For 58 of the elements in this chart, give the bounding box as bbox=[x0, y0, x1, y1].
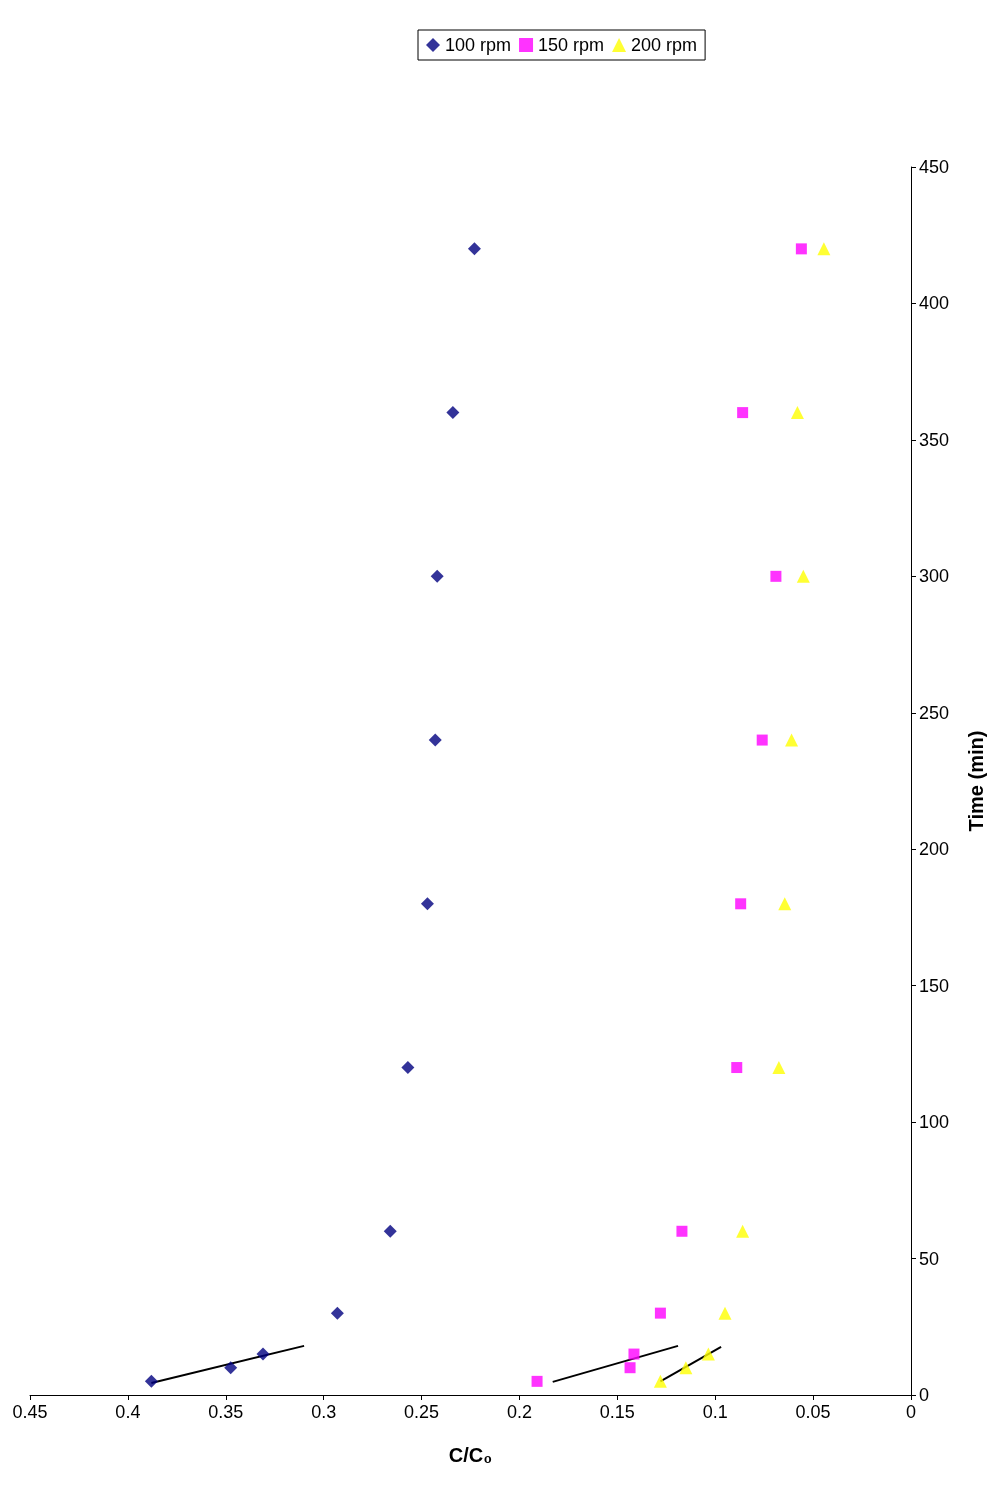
legend-label: 150 rpm bbox=[538, 35, 605, 55]
y-tick-label: 300 bbox=[919, 566, 950, 587]
y-tick-label: 200 bbox=[919, 839, 950, 860]
x-tick-label: 0.25 bbox=[404, 1402, 440, 1422]
point bbox=[795, 243, 807, 255]
point bbox=[679, 1361, 693, 1375]
point bbox=[224, 1361, 238, 1375]
point bbox=[428, 733, 442, 747]
legend-label: 200 rpm bbox=[631, 35, 698, 55]
x-tick-label: 0.3 bbox=[311, 1402, 337, 1422]
point bbox=[330, 1306, 344, 1320]
point bbox=[446, 406, 460, 420]
point bbox=[628, 1348, 640, 1360]
x-tick-label: 0.1 bbox=[702, 1402, 728, 1422]
point bbox=[420, 897, 434, 911]
point bbox=[817, 242, 831, 256]
point bbox=[653, 1374, 667, 1388]
point bbox=[790, 406, 804, 420]
y-tick-label: 150 bbox=[919, 975, 950, 996]
point bbox=[736, 1224, 750, 1238]
legend-label: 100 rpm bbox=[445, 35, 512, 55]
point bbox=[756, 734, 768, 746]
y-tick-label: 350 bbox=[919, 429, 950, 450]
point bbox=[383, 1224, 397, 1238]
point bbox=[467, 242, 481, 256]
point bbox=[401, 1061, 415, 1075]
x-tick-label: 0.2 bbox=[506, 1402, 532, 1422]
point bbox=[718, 1306, 732, 1320]
point bbox=[796, 569, 810, 583]
y-tick-label: 400 bbox=[919, 293, 950, 314]
x-tick-label: 0.15 bbox=[599, 1402, 635, 1422]
point bbox=[737, 407, 749, 419]
y-tick-label: 100 bbox=[919, 1112, 950, 1133]
point bbox=[624, 1362, 636, 1374]
point bbox=[256, 1347, 270, 1361]
point bbox=[676, 1225, 688, 1237]
point bbox=[785, 733, 799, 747]
x-axis-title: C/C₀ bbox=[448, 1444, 493, 1466]
point bbox=[731, 1062, 743, 1074]
point bbox=[531, 1375, 543, 1387]
y-axis-title: Time (min) bbox=[965, 730, 987, 832]
point bbox=[144, 1374, 158, 1388]
point bbox=[701, 1347, 715, 1361]
x-tick-label: 0.45 bbox=[12, 1402, 48, 1422]
y-tick-label: 50 bbox=[919, 1248, 940, 1269]
x-tick-label: 0.35 bbox=[208, 1402, 244, 1422]
x-tick-label: 0.05 bbox=[795, 1402, 831, 1422]
point bbox=[654, 1307, 666, 1319]
x-tick-label: 0 bbox=[905, 1402, 917, 1422]
y-tick-label: 250 bbox=[919, 702, 950, 723]
y-tick-label: 450 bbox=[919, 157, 950, 177]
point bbox=[430, 569, 444, 583]
x-tick-label: 0.4 bbox=[115, 1402, 141, 1422]
point bbox=[770, 570, 782, 582]
y-tick-label: 0 bbox=[919, 1385, 930, 1405]
point bbox=[778, 897, 792, 911]
point bbox=[735, 898, 747, 910]
point bbox=[772, 1061, 786, 1075]
